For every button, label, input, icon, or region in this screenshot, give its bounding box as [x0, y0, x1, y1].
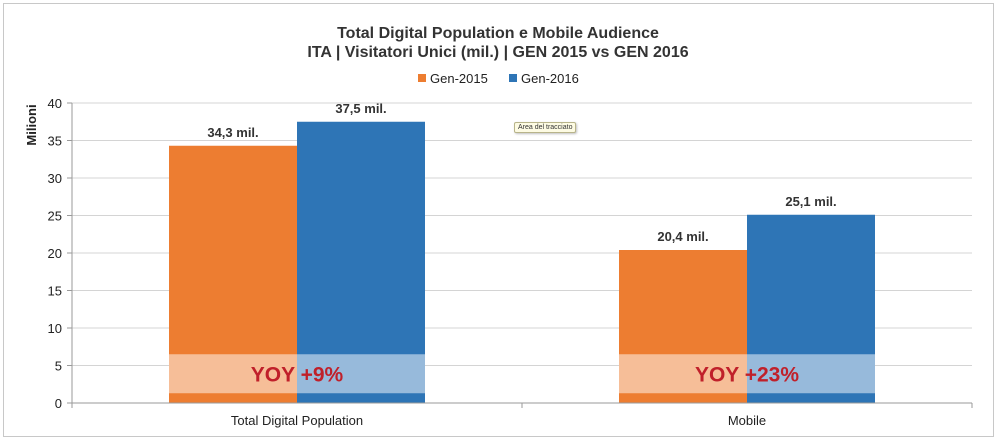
y-axis-ticks: 0 5 10 15 20 25 30 35 40 [48, 96, 72, 411]
legend-swatch-gen-2016 [509, 74, 517, 82]
y-tick-label: 40 [48, 96, 62, 111]
chart-subtitle: ITA | Visitatori Unici (mil.) | GEN 2015… [307, 44, 688, 61]
y-tick-label: 20 [48, 246, 62, 261]
data-label: 20,4 mil. [657, 229, 708, 244]
data-label: 25,1 mil. [785, 194, 836, 209]
yoy-annotation: YOY +23% [695, 363, 799, 386]
y-tick-label: 25 [48, 209, 62, 224]
chart-title: Total Digital Population e Mobile Audien… [337, 25, 659, 42]
y-tick-label: 35 [48, 134, 62, 149]
yoy-band [619, 354, 875, 394]
legend-label-gen-2015: Gen-2015 [430, 71, 488, 86]
yoy-annotation: YOY +9% [251, 363, 344, 386]
y-tick-label: 5 [55, 359, 62, 374]
data-label: 34,3 mil. [207, 125, 258, 140]
legend-label-gen-2016: Gen-2016 [521, 71, 579, 86]
axes [71, 103, 973, 408]
y-tick-label: 15 [48, 284, 62, 299]
legend: Gen-2015 Gen-2016 [418, 71, 579, 86]
category-label: Total Digital Population [231, 413, 363, 428]
category-labels: Total Digital Population Mobile [231, 413, 766, 428]
data-label: 37,5 mil. [335, 101, 386, 116]
y-tick-label: 30 [48, 171, 62, 186]
y-tick-label: 0 [55, 396, 62, 411]
category-label: Mobile [728, 413, 766, 428]
y-tick-label: 10 [48, 321, 62, 336]
y-axis-title: Milioni [24, 104, 39, 145]
plot-area-tooltip: Area del tracciato [514, 122, 577, 133]
data-labels: 34,3 mil. 37,5 mil. 20,4 mil. 25,1 mil. [207, 101, 836, 244]
legend-swatch-gen-2015 [418, 74, 426, 82]
yoy-overlays: YOY +9% YOY +23% [169, 354, 875, 394]
yoy-band [169, 354, 425, 394]
